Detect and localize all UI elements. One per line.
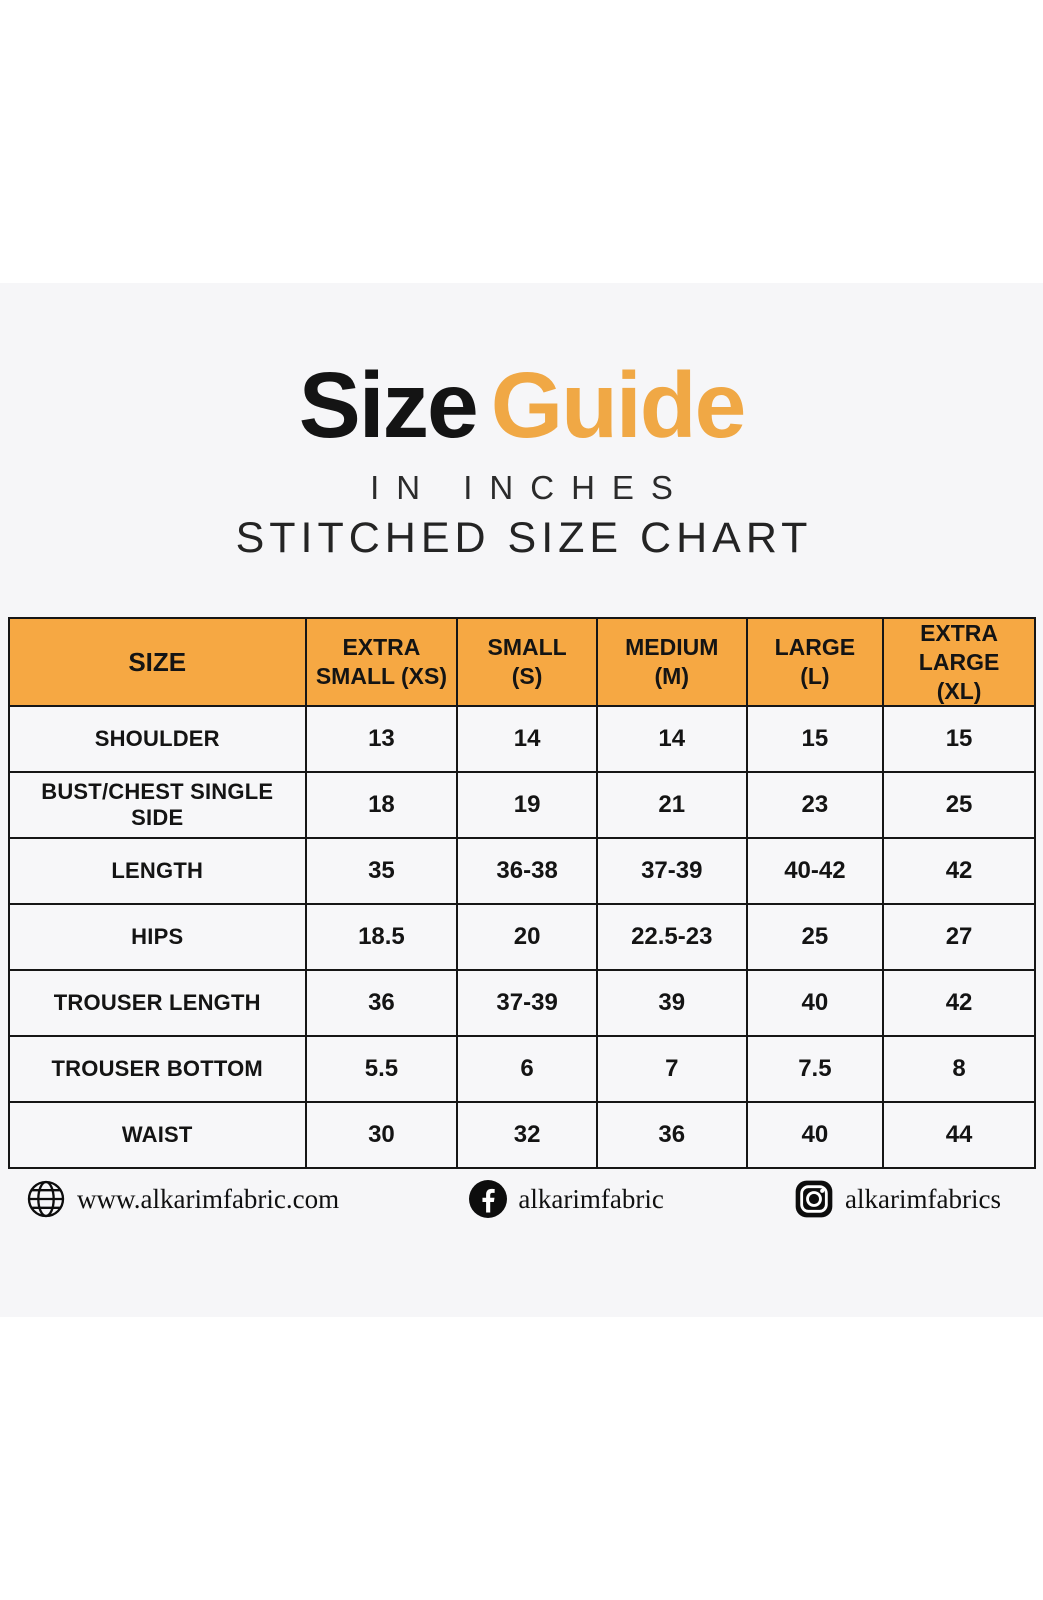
table-cell: 6: [456, 1035, 598, 1104]
header-medium: MEDIUM (M): [595, 616, 748, 708]
table-cell: 39: [595, 969, 748, 1038]
header-extra-large: EXTRA LARGE (XL): [882, 616, 1036, 708]
table-cell: 18: [304, 771, 459, 840]
page-title: Size Guide: [0, 359, 1043, 452]
table-cell: 23: [745, 771, 885, 840]
table-row-shoulder: SHOULDER 13 14 14 15 15: [8, 705, 1036, 774]
header-size: SIZE: [8, 616, 307, 708]
table-cell: 40: [745, 1101, 885, 1170]
size-chart-table: SIZE EXTRA SMALL (XS) SMALL (S) MEDIUM (…: [8, 616, 1036, 1170]
row-label: TROUSER BOTTOM: [8, 1035, 307, 1104]
facebook-link[interactable]: alkarimfabric: [469, 1180, 664, 1218]
header-extra-small: EXTRA SMALL (XS): [304, 616, 459, 708]
header-large: LARGE (L): [745, 616, 885, 708]
globe-icon: [26, 1179, 66, 1219]
table-cell: 7.5: [745, 1035, 885, 1104]
title-block: Size Guide IN INCHES STITCHED SIZE CHART: [0, 359, 1043, 563]
table-cell: 44: [882, 1101, 1036, 1170]
table-row-length: LENGTH 35 36-38 37-39 40-42 42: [8, 837, 1036, 906]
facebook-handle: alkarimfabric: [518, 1183, 664, 1214]
table-cell: 15: [745, 705, 885, 774]
table-cell: 27: [882, 903, 1036, 972]
table-cell: 22.5-23: [595, 903, 748, 972]
table-row-trouser-bottom: TROUSER BOTTOM 5.5 6 7 7.5 8: [8, 1035, 1036, 1104]
table-cell: 42: [882, 837, 1036, 906]
facebook-icon: [469, 1180, 508, 1218]
title-word-size: Size: [298, 353, 479, 457]
table-cell: 32: [456, 1101, 598, 1170]
table-cell: 18.5: [304, 903, 459, 972]
subtitle-in-inches: IN INCHES: [370, 469, 690, 506]
website-text: www.alkarimfabric.com: [77, 1183, 340, 1214]
subtitle-stitched-size-chart: STITCHED SIZE CHART: [235, 514, 813, 562]
table-cell: 14: [456, 705, 598, 774]
header-small: SMALL (S): [456, 616, 598, 708]
title-word-guide: Guide: [490, 353, 747, 457]
table-row-hips: HIPS 18.5 20 22.5-23 25 27: [8, 903, 1036, 972]
table-cell: 36: [595, 1101, 748, 1170]
table-cell: 19: [456, 771, 598, 840]
table-cell: 5.5: [304, 1035, 459, 1104]
table-row-waist: WAIST 30 32 36 40 44: [8, 1101, 1036, 1170]
table-cell: 36-38: [456, 837, 598, 906]
table-cell: 25: [882, 771, 1036, 840]
table-cell: 40-42: [745, 837, 885, 906]
row-label: BUST/CHEST SINGLE SIDE: [8, 771, 307, 840]
table-cell: 21: [595, 771, 748, 840]
table-cell: 37-39: [595, 837, 748, 906]
table-cell: 13: [304, 705, 459, 774]
footer: www.alkarimfabric.com alkarimfabric: [0, 1179, 1043, 1219]
table-cell: 15: [882, 705, 1036, 774]
instagram-icon: [794, 1179, 834, 1219]
table-cell: 40: [745, 969, 885, 1038]
table-row-trouser-length: TROUSER LENGTH 36 37-39 39 40 42: [8, 969, 1036, 1038]
row-label: TROUSER LENGTH: [8, 969, 307, 1038]
table-cell: 20: [456, 903, 598, 972]
table-cell: 35: [304, 837, 459, 906]
table-cell: 42: [882, 969, 1036, 1038]
table-cell: 36: [304, 969, 459, 1038]
instagram-link[interactable]: alkarimfabrics: [794, 1179, 1001, 1219]
website-link[interactable]: www.alkarimfabric.com: [26, 1179, 339, 1219]
table-cell: 8: [882, 1035, 1036, 1104]
table-cell: 30: [304, 1101, 459, 1170]
table-cell: 37-39: [456, 969, 598, 1038]
size-guide-panel: Size Guide IN INCHES STITCHED SIZE CHART …: [0, 283, 1043, 1317]
row-label: WAIST: [8, 1101, 307, 1170]
table-cell: 7: [595, 1035, 748, 1104]
table-header-row: SIZE EXTRA SMALL (XS) SMALL (S) MEDIUM (…: [8, 616, 1036, 708]
instagram-handle: alkarimfabrics: [845, 1183, 1001, 1214]
table-cell: 25: [745, 903, 885, 972]
table-row-bust-chest: BUST/CHEST SINGLE SIDE 18 19 21 23 25: [8, 771, 1036, 840]
row-label: LENGTH: [8, 837, 307, 906]
row-label: HIPS: [8, 903, 307, 972]
table-cell: 14: [595, 705, 748, 774]
row-label: SHOULDER: [8, 705, 307, 774]
